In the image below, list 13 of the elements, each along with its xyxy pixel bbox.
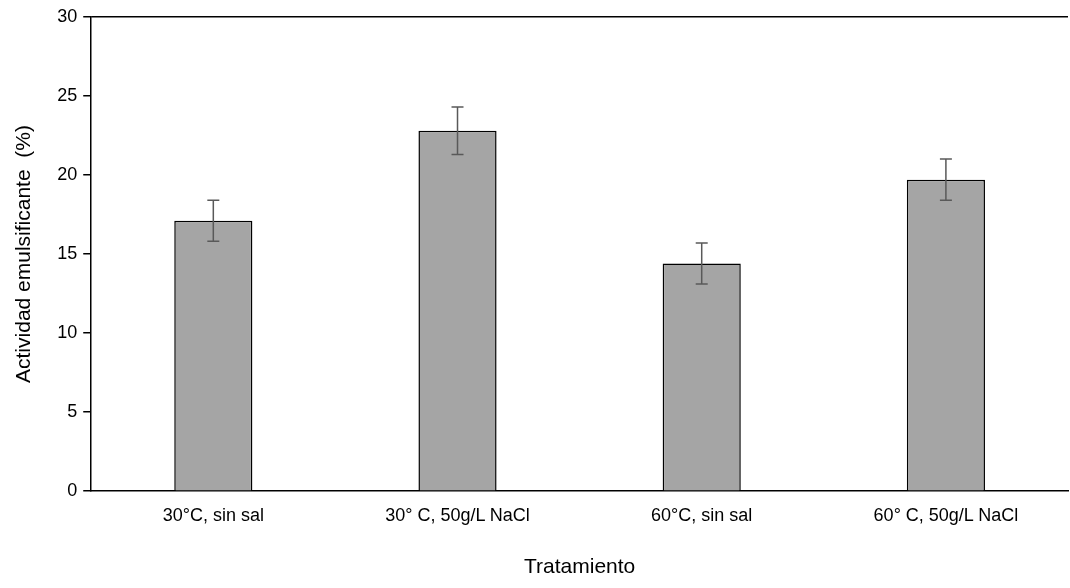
y-tick-label: 30 xyxy=(57,5,78,26)
x-tick-label: 60°C, sin sal xyxy=(651,504,753,525)
y-axis-title: Actividad emulsificante (%) xyxy=(11,125,35,383)
y-tick-label: 25 xyxy=(57,84,78,105)
y-tick-label: 0 xyxy=(67,480,78,501)
x-axis-title: Tratamiento xyxy=(523,554,636,578)
y-tick-label: 5 xyxy=(67,401,78,422)
y-tick-label: 10 xyxy=(57,322,78,343)
y-tick-label: 15 xyxy=(57,242,78,263)
y-tick-label: 20 xyxy=(57,163,78,184)
x-tick-label: 30° C, 50g/L NaCl xyxy=(385,504,530,525)
x-tick-label: 30°C, sin sal xyxy=(162,504,264,525)
x-tick-label: 60° C, 50g/L NaCl xyxy=(873,504,1019,525)
